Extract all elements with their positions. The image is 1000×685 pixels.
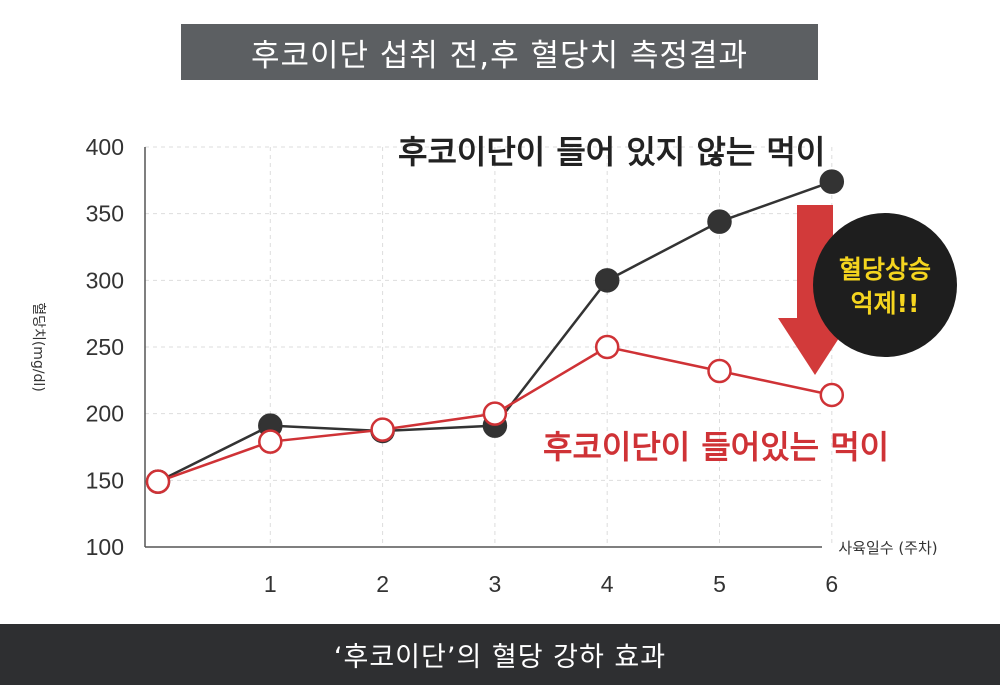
data-point-with [707, 358, 732, 384]
data-point-with [370, 417, 395, 442]
y-tick-label: 200 [86, 401, 124, 427]
x-tick-label: 2 [376, 571, 389, 597]
y-tick-label: 100 [86, 534, 124, 560]
badge-circle [813, 213, 957, 357]
axes [144, 147, 822, 548]
data-point-without [819, 169, 845, 194]
data-point-with [145, 469, 171, 494]
series-label-without-fucoidan: 후코이단이 들어 있지 않는 먹이 [398, 133, 825, 171]
x-tick-label: 1 [264, 571, 277, 597]
y-tick-labels: 100 150 200 250 300 350 400 [86, 134, 124, 560]
y-axis-label: 혈당치(mg/dl) [30, 302, 46, 392]
y-tick-label: 400 [86, 134, 124, 160]
x-tick-label: 3 [489, 571, 502, 597]
suppression-badge: 혈당상승 억제!! [813, 213, 957, 357]
data-point-without [707, 209, 732, 234]
chart-title: 후코이단 섭취 전,후 혈당치 측정결과 [181, 24, 818, 80]
data-point-with [482, 401, 508, 426]
x-tick-label: 4 [601, 571, 614, 597]
x-tick-label: 6 [825, 571, 838, 597]
y-tick-label: 300 [86, 267, 124, 293]
badge-line-2: 억제!! [851, 289, 920, 318]
series-group [145, 169, 845, 494]
data-point-with [819, 382, 845, 408]
grid-lines [145, 146, 833, 547]
footer-caption: ‘후코이단’의 혈당 강하 효과 [0, 624, 1000, 685]
data-point-without [594, 268, 620, 293]
series-label-with-fucoidan: 후코이단이 들어있는 먹이 [543, 428, 889, 466]
y-tick-label: 350 [86, 201, 124, 227]
y-tick-label: 250 [86, 334, 124, 360]
x-axis-label: 사육일수 (주차) [838, 539, 937, 557]
x-tick-labels: 1 2 3 4 5 6 [264, 571, 838, 597]
y-tick-label: 150 [86, 467, 124, 493]
data-point-with [594, 334, 620, 360]
data-point-with [258, 429, 283, 454]
badge-line-1: 혈당상승 [839, 255, 931, 284]
x-tick-label: 5 [713, 571, 726, 597]
